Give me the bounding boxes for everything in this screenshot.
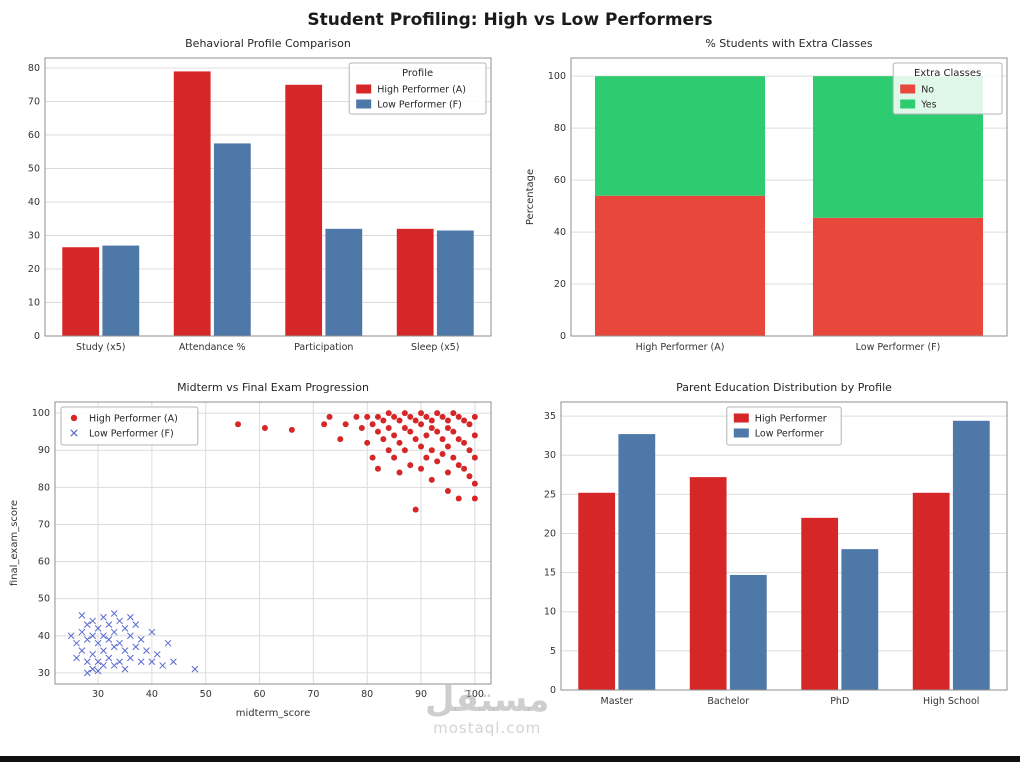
svg-text:Midterm vs Final Exam Progress: Midterm vs Final Exam Progression [177,381,369,394]
svg-text:No: No [921,85,934,96]
svg-text:20: 20 [28,264,40,275]
svg-text:Master: Master [601,696,634,707]
svg-text:0: 0 [34,331,40,342]
svg-text:Attendance %: Attendance % [179,342,246,353]
svg-text:70: 70 [28,97,40,108]
svg-text:80: 80 [361,689,373,700]
chart-midterm-vs-final-scatter: 30 40 50 60 70 80 90 100 30 40 50 60 70 80 90 100 Midter… [5,378,499,720]
svg-text:Yes: Yes [920,100,936,111]
bottom-border [0,756,1020,762]
svg-text:60: 60 [554,175,566,186]
watermark-site-text: mostaql.com [433,718,542,737]
svg-text:20: 20 [544,528,556,539]
svg-text:Extra Classes: Extra Classes [914,68,981,79]
svg-text:Percentage: Percentage [525,169,536,225]
svg-text:80: 80 [554,123,566,134]
svg-text:80: 80 [38,482,50,493]
svg-text:100: 100 [548,71,566,82]
svg-text:Participation: Participation [294,342,353,353]
svg-text:40: 40 [146,689,158,700]
svg-text:30: 30 [92,689,104,700]
svg-text:midterm_score: midterm_score [236,708,311,719]
svg-text:Behavioral Profile Comparison: Behavioral Profile Comparison [185,37,351,50]
svg-text:Bachelor: Bachelor [707,696,749,707]
svg-text:50: 50 [38,594,50,605]
chart-extra-classes-stacked: 0 20 40 60 80 100 High Performer (A) Low Perfor… [521,34,1015,366]
page-title: Student Profiling: High vs Low Performer… [307,10,713,30]
svg-text:40: 40 [38,631,50,642]
svg-text:70: 70 [307,689,319,700]
chart-canvas: 30 40 50 60 70 80 90 100 30 40 50 60 70 80 90 100 Midter… [9,381,492,719]
svg-text:25: 25 [544,489,556,500]
svg-text:40: 40 [28,197,40,208]
svg-text:60: 60 [253,689,265,700]
svg-text:30: 30 [38,668,50,679]
svg-text:Low Performer (F): Low Performer (F) [89,429,174,440]
charts-grid: 0 10 20 30 40 50 60 70 80 Study (x5) Attendance % P… [0,34,1020,720]
svg-text:90: 90 [415,689,427,700]
svg-text:35: 35 [544,411,556,422]
svg-text:30: 30 [28,231,40,242]
svg-text:50: 50 [200,689,212,700]
chart-behavioral-profile-comparison: 0 10 20 30 40 50 60 70 80 Study (x5) Attendance % P… [5,34,499,366]
svg-text:Sleep (x5): Sleep (x5) [411,342,460,353]
svg-text:90: 90 [38,445,50,456]
svg-text:Low Performer: Low Performer [755,429,824,440]
svg-text:Low Performer (F): Low Performer (F) [856,342,941,353]
svg-text:High School: High School [923,696,979,707]
svg-text:Profile: Profile [402,68,433,79]
svg-text:100: 100 [466,689,484,700]
svg-text:0: 0 [560,331,566,342]
svg-text:100: 100 [32,408,50,419]
svg-text:10: 10 [544,607,556,618]
svg-text:Low Performer (F): Low Performer (F) [377,100,462,111]
svg-text:% Students with Extra Classes: % Students with Extra Classes [705,37,873,50]
chart-parent-education-distribution: 0 5 10 15 20 25 30 35 Master Bachelor PhD High Scho… [521,378,1015,720]
svg-text:30: 30 [544,450,556,461]
svg-text:final_exam_score: final_exam_score [9,500,20,586]
svg-text:20: 20 [554,279,566,290]
chart-canvas: 0 20 40 60 80 100 High Performer (A) Low Perfor… [525,37,1008,353]
legend: Extra Classes No Yes [892,62,1003,115]
svg-text:80: 80 [28,63,40,74]
svg-text:10: 10 [28,298,40,309]
svg-text:40: 40 [554,227,566,238]
legend: High Performer (A) Low Performer (F) [60,406,199,446]
svg-text:15: 15 [544,568,556,579]
svg-text:60: 60 [38,557,50,568]
svg-text:5: 5 [550,646,556,657]
svg-text:50: 50 [28,164,40,175]
svg-text:High Performer (A): High Performer (A) [89,414,178,425]
svg-text:70: 70 [38,519,50,530]
svg-text:0: 0 [550,685,556,696]
svg-text:High Performer (A): High Performer (A) [636,342,725,353]
svg-text:Parent Education Distribution: Parent Education Distribution by Profile [676,381,892,394]
svg-text:High Performer (A): High Performer (A) [377,85,466,96]
legend: High Performer Low Performer [726,406,842,446]
svg-text:PhD: PhD [830,696,849,707]
chart-canvas: 0 10 20 30 40 50 60 70 80 Study (x5) Attendance % P… [28,37,492,353]
svg-text:Study (x5): Study (x5) [76,342,126,353]
svg-text:High Performer: High Performer [755,414,827,425]
legend: Profile High Performer (A) Low Performer (… [348,62,487,115]
svg-text:60: 60 [28,130,40,141]
chart-canvas: 0 5 10 15 20 25 30 35 Master Bachelor PhD High Scho… [544,381,1008,707]
